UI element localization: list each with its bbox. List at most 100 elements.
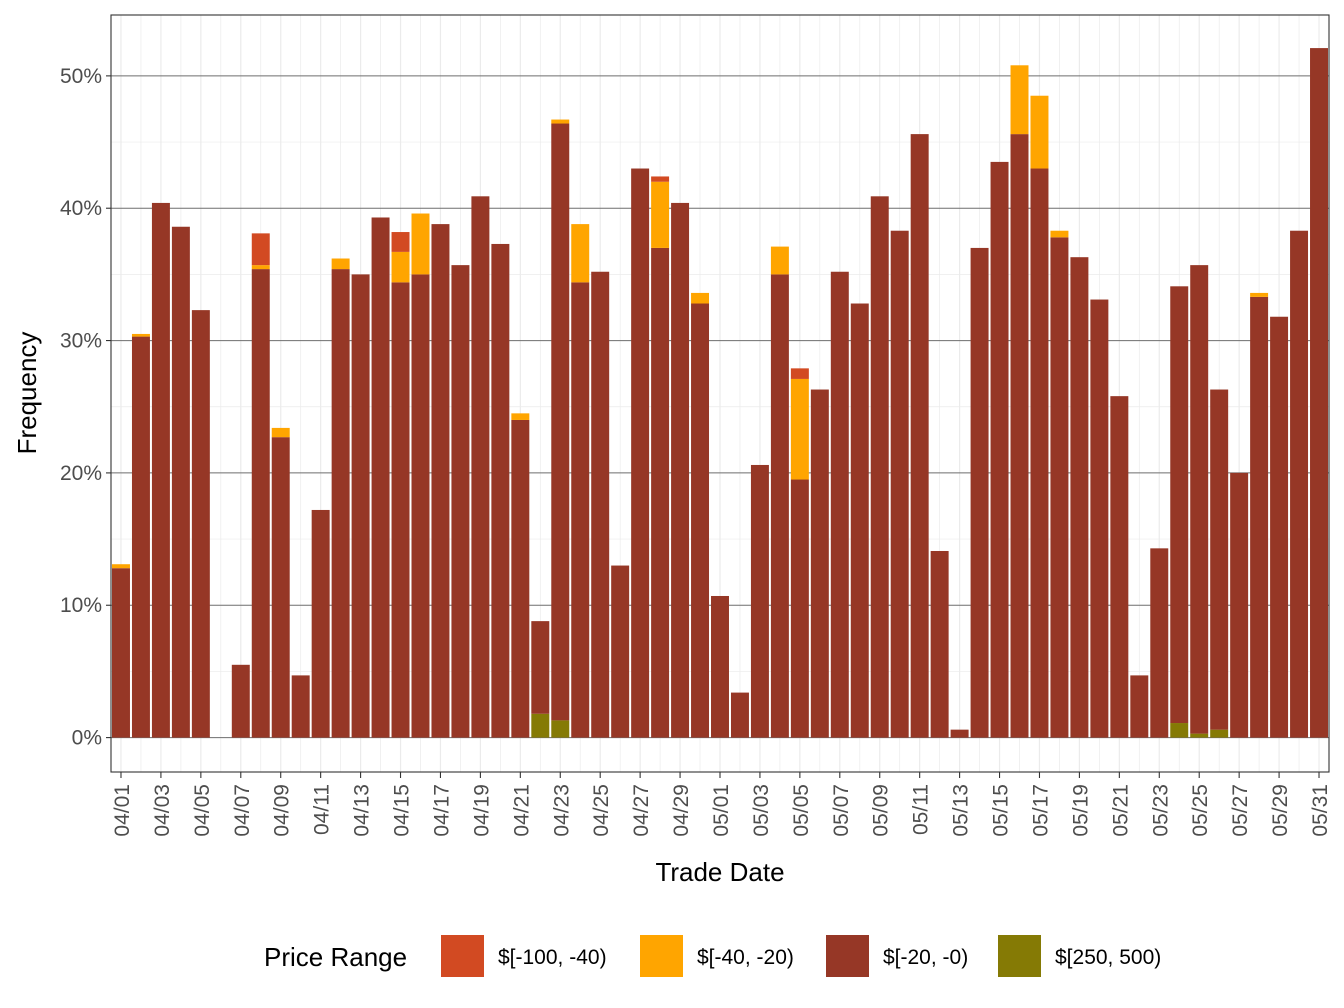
x-tick-label: 05/07 bbox=[830, 784, 853, 837]
bar-segment bbox=[371, 217, 390, 738]
x-tick-label: 05/29 bbox=[1269, 784, 1292, 837]
bar-segment bbox=[890, 230, 909, 738]
bar-segment bbox=[1030, 95, 1049, 169]
bar-segment bbox=[1210, 389, 1229, 730]
y-tick-label: 50% bbox=[60, 65, 102, 88]
bar-segment bbox=[251, 233, 270, 266]
bar-segment bbox=[711, 595, 729, 738]
x-tick-label: 04/09 bbox=[271, 784, 294, 837]
bar-segment bbox=[411, 274, 430, 738]
bar-segment bbox=[1170, 286, 1189, 724]
bar-segment bbox=[651, 176, 670, 182]
bar-segment bbox=[251, 265, 270, 270]
bar-segment bbox=[551, 119, 570, 124]
x-tick-label: 05/03 bbox=[750, 784, 773, 837]
bar-segment bbox=[1010, 65, 1029, 135]
x-tick-label: 04/23 bbox=[550, 784, 573, 837]
bar-segment bbox=[1310, 48, 1329, 738]
x-tick-label: 05/09 bbox=[870, 784, 893, 837]
bar-segment bbox=[770, 246, 789, 275]
bar-segment bbox=[1210, 729, 1229, 738]
x-tick-label: 05/05 bbox=[790, 784, 813, 837]
x-tick-label: 05/21 bbox=[1109, 784, 1132, 837]
legend-label: $[-20, -0) bbox=[883, 946, 968, 969]
bars-layer bbox=[111, 48, 1329, 738]
bar-segment bbox=[251, 269, 270, 738]
bar-segment bbox=[730, 692, 749, 738]
x-tick-label: 05/25 bbox=[1189, 784, 1212, 837]
x-tick-label: 05/11 bbox=[910, 784, 933, 835]
bar-segment bbox=[651, 247, 670, 738]
x-tick-label: 04/21 bbox=[510, 784, 533, 837]
legend-key bbox=[441, 935, 484, 977]
bar-segment bbox=[611, 565, 630, 738]
bar-segment bbox=[790, 368, 809, 379]
y-axis-title: Frequency bbox=[12, 332, 42, 455]
x-tick-label: 04/27 bbox=[630, 784, 653, 837]
y-tick-label: 20% bbox=[60, 462, 102, 485]
y-tick-label: 10% bbox=[60, 594, 102, 617]
bar-segment bbox=[990, 161, 1009, 738]
bar-segment bbox=[331, 258, 350, 270]
legend-key bbox=[826, 935, 869, 977]
bar-segment bbox=[1290, 230, 1309, 738]
x-tick-label: 04/19 bbox=[470, 784, 493, 837]
bar-segment bbox=[431, 224, 450, 738]
bar-segment bbox=[571, 224, 590, 283]
bar-segment bbox=[131, 333, 150, 337]
bar-segment bbox=[411, 213, 430, 275]
x-tick-label: 05/19 bbox=[1069, 784, 1092, 837]
x-tick-label: 05/17 bbox=[1029, 784, 1052, 837]
bar-segment bbox=[551, 720, 570, 738]
bar-segment bbox=[1050, 230, 1069, 238]
bar-segment bbox=[671, 202, 690, 738]
bar-segment bbox=[271, 437, 290, 738]
x-tick-label: 05/01 bbox=[710, 784, 733, 837]
bar-segment bbox=[810, 389, 829, 738]
bar-segment bbox=[1270, 316, 1289, 738]
bar-segment bbox=[591, 271, 610, 738]
bar-segment bbox=[750, 464, 769, 738]
bar-segment bbox=[1030, 168, 1049, 738]
bar-segment bbox=[1090, 299, 1109, 738]
bar-segment bbox=[950, 729, 969, 738]
legend: Price Range $[-100, -40) $[-40, -20) $[-20… bbox=[264, 935, 1161, 977]
legend-label: $[-40, -20) bbox=[697, 946, 794, 969]
bar-segment bbox=[850, 303, 869, 738]
bar-segment bbox=[111, 564, 130, 569]
x-tick-label: 05/27 bbox=[1229, 784, 1252, 837]
bar-segment bbox=[691, 303, 710, 738]
bar-segment bbox=[770, 274, 789, 738]
bar-segment bbox=[391, 232, 410, 252]
x-tick-label: 04/13 bbox=[351, 784, 374, 837]
bar-segment bbox=[1190, 733, 1209, 738]
bar-segment bbox=[191, 310, 210, 738]
x-tick-label: 05/31 bbox=[1309, 784, 1332, 837]
bar-segment bbox=[351, 274, 370, 738]
bar-segment bbox=[970, 247, 989, 738]
bar-segment bbox=[1230, 472, 1249, 738]
bar-segment bbox=[151, 202, 170, 738]
bar-segment bbox=[531, 713, 550, 738]
bar-segment bbox=[531, 621, 550, 714]
y-tick-label: 40% bbox=[60, 197, 102, 220]
bar-segment bbox=[1250, 292, 1269, 297]
bar-segment bbox=[910, 134, 929, 738]
x-tick-label: 05/15 bbox=[990, 784, 1013, 837]
bar-segment bbox=[790, 378, 809, 480]
x-tick-label: 04/05 bbox=[191, 784, 214, 837]
bar-segment bbox=[451, 265, 470, 738]
x-tick-label: 04/11 bbox=[311, 784, 334, 835]
x-tick-label: 04/01 bbox=[111, 784, 134, 837]
x-axis-title: Trade Date bbox=[655, 857, 784, 887]
bar-segment bbox=[1150, 548, 1169, 738]
bar-segment bbox=[391, 282, 410, 738]
bar-segment bbox=[271, 427, 290, 438]
bar-segment bbox=[511, 419, 530, 738]
bar-segment bbox=[651, 181, 670, 248]
bar-segment bbox=[571, 282, 590, 738]
bar-segment bbox=[1010, 134, 1029, 738]
bar-segment bbox=[491, 243, 510, 738]
bar-segment bbox=[331, 269, 350, 738]
